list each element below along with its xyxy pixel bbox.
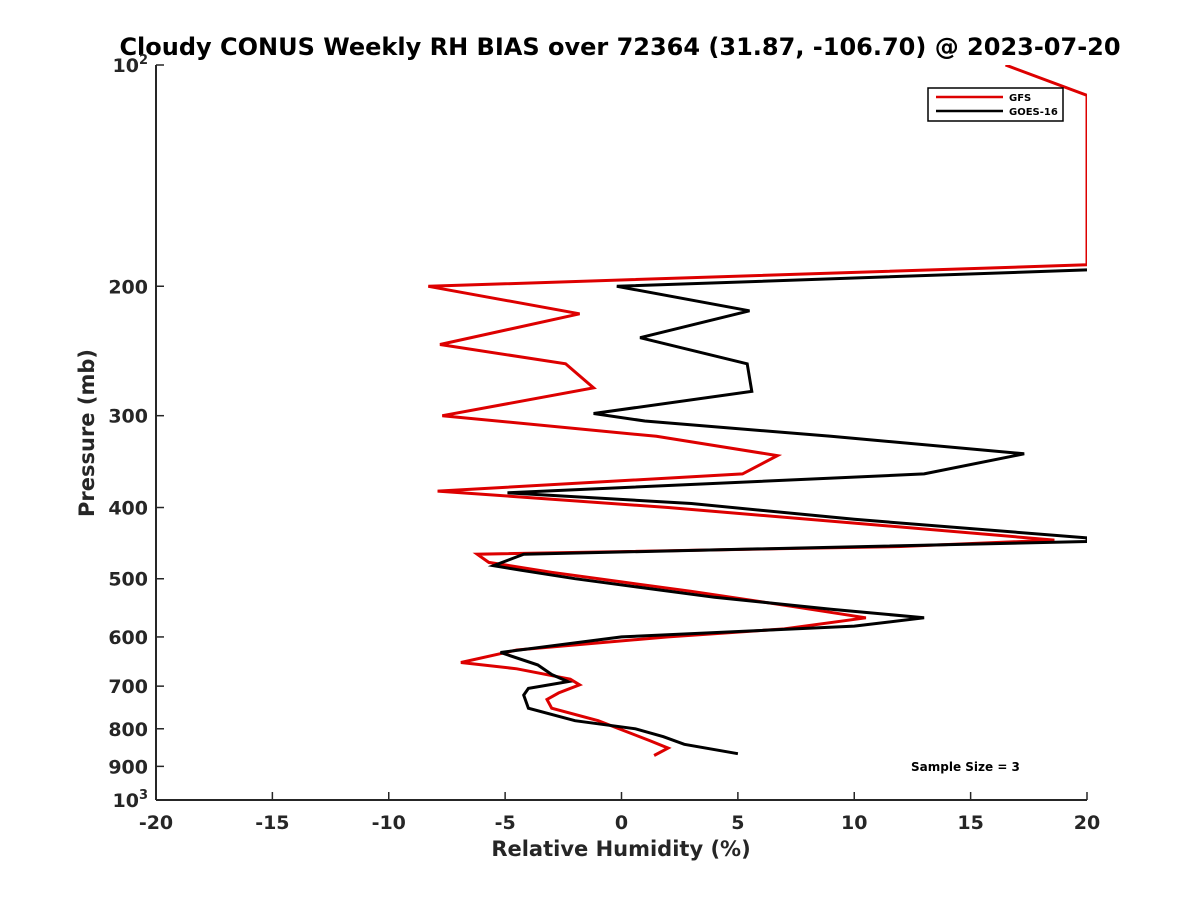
x-tick-label: 10 xyxy=(841,812,867,834)
series-line-gfs xyxy=(428,65,1087,757)
y-tick-label: 500 xyxy=(108,569,148,591)
x-tick-label: -5 xyxy=(495,812,516,834)
y-tick-label: 200 xyxy=(108,276,148,298)
y-tick-label: 300 xyxy=(108,406,148,428)
legend-box xyxy=(927,87,1064,122)
x-tick-label: -20 xyxy=(139,812,173,834)
x-tick-label: 0 xyxy=(615,812,628,834)
y-tick-label: 400 xyxy=(108,498,148,520)
x-tick-label: 15 xyxy=(957,812,983,834)
y-tick-label: 700 xyxy=(108,676,148,698)
x-ticks: -20 -15 -10 -5 0 5 10 15 20 xyxy=(139,792,1100,834)
y-ticks: 102 200 300 400 500 600 700 800 900 103 xyxy=(108,53,164,812)
sample-size-annotation: Sample Size = 3 xyxy=(911,760,1020,774)
legend: GFS GOES-16 xyxy=(927,87,1064,122)
legend-label-gfs: GFS xyxy=(1009,93,1031,104)
y-tick-label: 103 xyxy=(113,788,149,812)
x-tick-label: 5 xyxy=(731,812,744,834)
y-tick-label: 900 xyxy=(108,756,148,778)
x-tick-label: -10 xyxy=(372,812,406,834)
series-layer xyxy=(428,65,1087,757)
y-tick-label: 600 xyxy=(108,627,148,649)
series-line-goes-16 xyxy=(487,268,1087,756)
y-tick-label: 800 xyxy=(108,719,148,741)
x-tick-label: -15 xyxy=(255,812,289,834)
chart-title: Cloudy CONUS Weekly RH BIAS over 72364 (… xyxy=(119,33,1120,61)
legend-label-goes-16: GOES-16 xyxy=(1009,107,1058,118)
y-axis-label: Pressure (mb) xyxy=(75,349,99,517)
x-axis-label: Relative Humidity (%) xyxy=(491,837,750,861)
x-tick-label: 20 xyxy=(1074,812,1100,834)
y-tick-label: 102 xyxy=(113,53,149,77)
